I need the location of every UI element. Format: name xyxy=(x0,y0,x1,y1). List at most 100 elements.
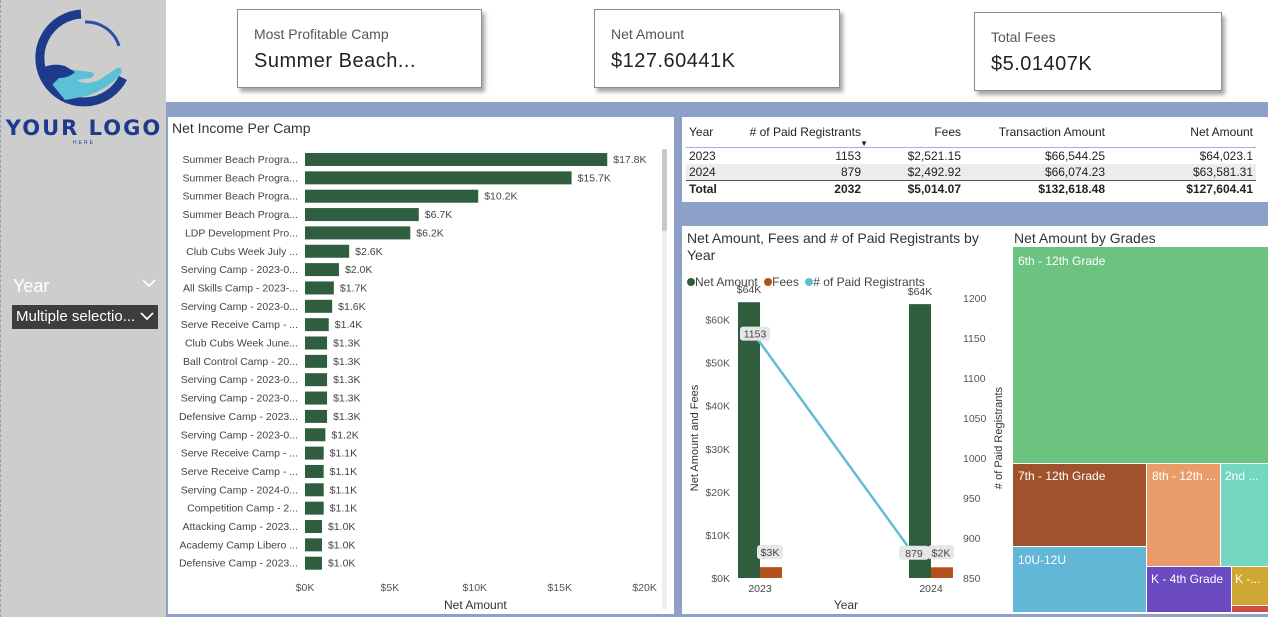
category-label: Academy Camp Libero ... xyxy=(180,539,298,551)
kpi-card-net-amount: Net Amount $127.60441K xyxy=(594,9,840,88)
cell: $2,492.92 xyxy=(907,165,961,179)
y2-tick-label: 1100 xyxy=(963,373,986,385)
y2-tick-label: 1200 xyxy=(963,293,987,305)
category-label: Club Cubs Week June... xyxy=(185,338,298,350)
category-label: Serving Camp - 2023-0... xyxy=(181,264,298,276)
treemap-cell[interactable]: 2nd ... xyxy=(1221,464,1268,566)
combo-chart-panel: Net Amount, Fees and # of Paid Registran… xyxy=(682,226,1010,614)
x-tick-label: $0K xyxy=(296,582,315,594)
category-label: Serving Camp - 2023-0... xyxy=(181,301,298,313)
chart-title-line1: Net Amount, Fees and # of Paid Registran… xyxy=(687,230,979,246)
bar xyxy=(305,446,324,460)
bar-value-label: $17.8K xyxy=(613,154,646,166)
registrants-label-bg xyxy=(899,545,929,560)
kpi-label: Most Profitable Camp xyxy=(254,26,389,42)
column-header-fees[interactable]: Fees xyxy=(934,125,961,139)
y-tick-label: $0K xyxy=(711,573,730,585)
fees-label: $3K xyxy=(761,547,780,559)
scrollbar-thumb[interactable] xyxy=(662,149,667,231)
bar xyxy=(305,391,328,405)
treemap-cell-label: 2nd ... xyxy=(1225,469,1259,483)
treemap-cell[interactable]: K - 4th Grade xyxy=(1147,567,1231,612)
bar xyxy=(305,428,326,442)
bar xyxy=(305,208,419,222)
registrants-label: 1153 xyxy=(744,329,767,341)
column-header-net-amount[interactable]: Net Amount xyxy=(1190,125,1253,139)
y-tick-label: $40K xyxy=(705,401,730,413)
treemap-cell-label: K - 4th Grade xyxy=(1151,572,1224,586)
treemap-cell[interactable]: 10U-12U xyxy=(1013,547,1146,612)
bar xyxy=(305,556,322,570)
cell: $64,023.1 xyxy=(1199,149,1253,163)
column-header-transaction-amount[interactable]: Transaction Amount xyxy=(998,125,1105,139)
y2-tick-label: 900 xyxy=(963,533,981,545)
x-tick-label: $15K xyxy=(547,582,572,594)
bar-value-label: $10.2K xyxy=(484,191,517,203)
bar-value-label: $6.7K xyxy=(425,209,452,221)
y2-tick-label: 1050 xyxy=(963,413,987,425)
bar xyxy=(305,409,328,423)
column-header-paid-registrants[interactable]: # of Paid Registrants ▼ xyxy=(734,123,868,148)
cell: $127,604.41 xyxy=(1186,182,1253,196)
net-amount-label: $64K xyxy=(908,286,933,298)
fees-label-bg xyxy=(757,545,783,560)
legend-label: Net Amount xyxy=(695,275,758,289)
year-filter-label: Year xyxy=(13,276,50,296)
cell: $63,581.31 xyxy=(1192,165,1253,179)
chart-title: Net Amount by Grades xyxy=(1014,230,1156,246)
cell: 2024 xyxy=(689,165,716,179)
registrants-line xyxy=(753,334,916,556)
treemap-cell[interactable]: 7th - 12th Grade xyxy=(1013,464,1146,546)
category-label: Defensive Camp - 2023... xyxy=(179,558,298,570)
bar-value-label: $15.7K xyxy=(578,172,611,184)
year-filter-value: Multiple selectio... xyxy=(16,308,136,325)
kpi-label: Total Fees xyxy=(991,29,1056,45)
y-tick-label: $30K xyxy=(705,444,730,456)
bar-value-label: $1.3K xyxy=(333,374,360,386)
treemap-cell[interactable]: 8th - 12th ... xyxy=(1147,464,1220,566)
bar-value-label: $1.3K xyxy=(333,356,360,368)
logo-subtext: HERE xyxy=(73,140,95,146)
category-label: LDP Development Pro... xyxy=(185,227,298,239)
bar xyxy=(305,336,328,350)
category-label: All Skills Camp - 2023-... xyxy=(183,282,298,294)
cell: Total xyxy=(689,182,717,196)
table-row: 2024 879 $2,492.92 $66,074.23 $63,581.31 xyxy=(686,164,1256,181)
bar-value-label: $1.1K xyxy=(330,484,357,496)
category-label: Defensive Camp - 2023... xyxy=(179,411,298,423)
y-tick-label: $20K xyxy=(705,487,730,499)
legend-label: Fees xyxy=(772,275,799,289)
column-header-label: # of Paid Registrants xyxy=(749,125,861,139)
cell: $2,521.15 xyxy=(907,149,961,163)
bar xyxy=(305,483,324,497)
bar xyxy=(305,281,334,295)
category-label: Summer Beach Progra... xyxy=(182,209,298,221)
bar-value-label: $6.2K xyxy=(416,227,443,239)
category-label: Serve Receive Camp - ... xyxy=(181,448,298,460)
treemap: 6th - 12th Grade 7th - 12th Grade 8th - … xyxy=(1013,247,1268,612)
logo-text: YOUR LOGO xyxy=(5,116,163,140)
bar-value-label: $1.1K xyxy=(330,448,357,460)
bar-value-label: $1.0K xyxy=(328,539,355,551)
treemap-cell[interactable] xyxy=(1232,606,1268,612)
bar xyxy=(305,538,322,552)
treemap-cell[interactable]: 6th - 12th Grade xyxy=(1013,247,1268,463)
category-label: Serving Camp - 2024-0... xyxy=(181,484,298,496)
category-label: Summer Beach Progra... xyxy=(182,191,298,203)
scrollbar-track[interactable] xyxy=(662,149,667,609)
registrants-label-bg xyxy=(740,326,770,341)
treemap-cell[interactable]: K -... xyxy=(1232,567,1268,605)
bar xyxy=(305,501,324,515)
column-header-year[interactable]: Year xyxy=(689,125,714,139)
y2-tick-label: 950 xyxy=(963,493,981,505)
fees-bar xyxy=(760,567,782,578)
bar xyxy=(305,189,479,203)
bar-chart: $0K $5K $10K $15K $20K Summer Beach Progra...… xyxy=(179,153,657,594)
year-filter-dropdown[interactable]: Multiple selectio... xyxy=(12,305,158,329)
sort-descending-icon: ▼ xyxy=(860,139,868,148)
y2-tick-label: 850 xyxy=(963,573,981,585)
cell: 2023 xyxy=(689,149,716,163)
category-label: Ball Control Camp - 20... xyxy=(183,356,298,368)
chevron-down-icon[interactable] xyxy=(141,276,157,290)
x-tick-label: $20K xyxy=(632,582,657,594)
